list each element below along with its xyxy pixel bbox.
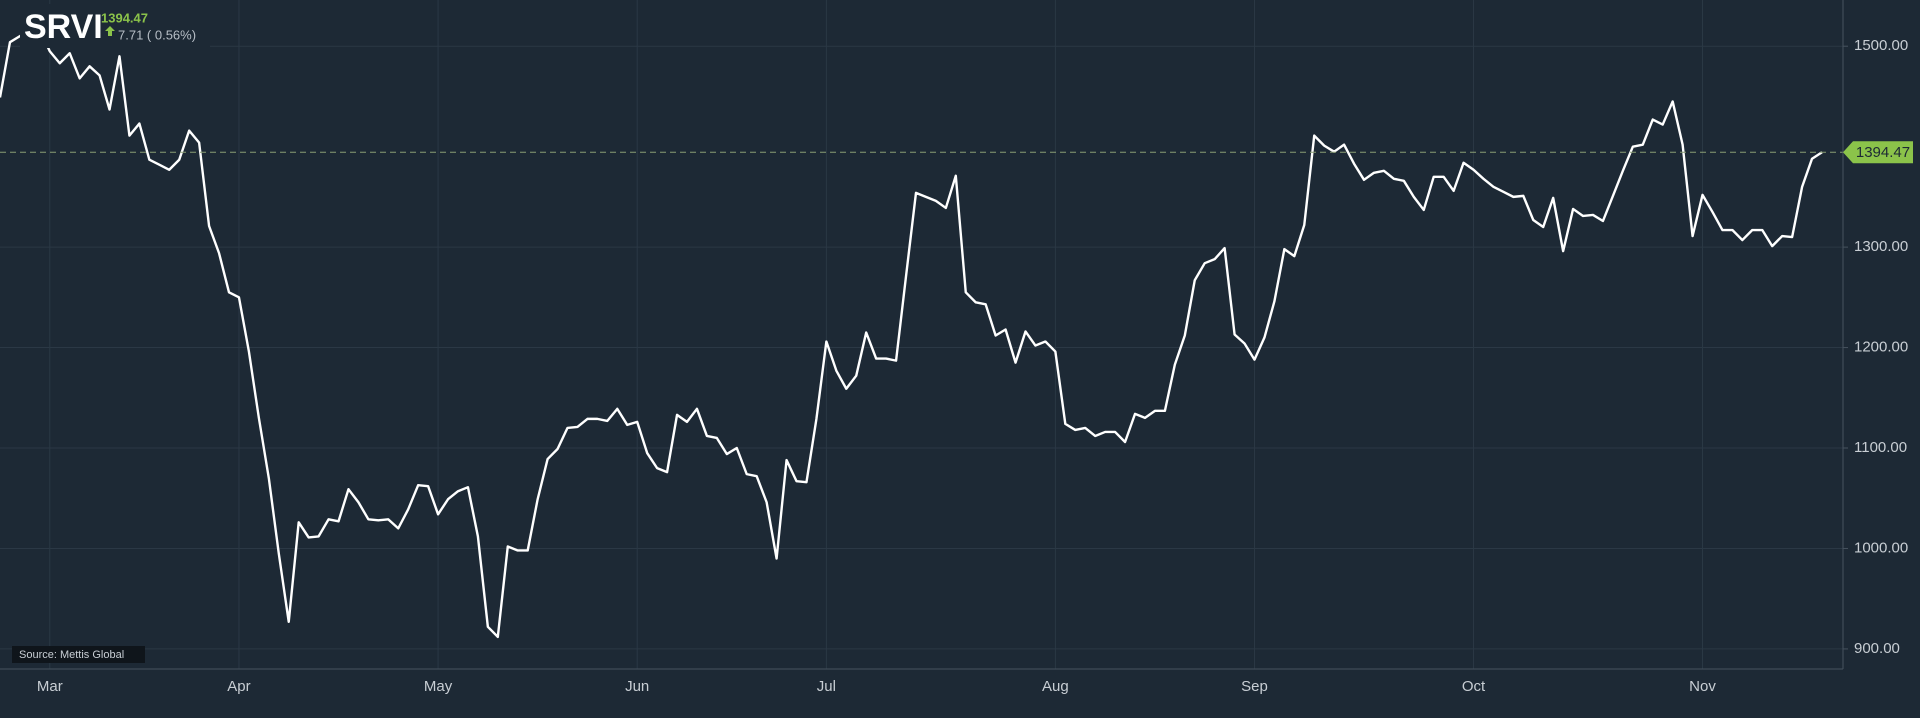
last-price-badge [1843, 141, 1913, 164]
y-tick-label: 1200.00 [1854, 339, 1908, 356]
ticker: SRVI [24, 8, 103, 46]
x-tick-label: Nov [1689, 678, 1716, 695]
grid [0, 0, 1843, 669]
change: 7.71 ( 0.56%) [118, 27, 196, 42]
source: Source: Mettis Global [19, 649, 124, 661]
y-tick-label: 900.00 [1854, 640, 1900, 657]
header: SRVI 1394.47 7.71 ( 0.56%) [20, 4, 210, 48]
y-tick-label: 1500.00 [1854, 37, 1908, 54]
y-tick-label: 1100.00 [1854, 439, 1907, 456]
y-tick-label: 1300.00 [1854, 238, 1908, 255]
up-arrow-icon [105, 26, 115, 36]
source-background [12, 646, 145, 663]
x-tick-label: Apr [227, 678, 250, 695]
x-tick-label: Jun [625, 678, 649, 695]
source-badge: Source: Mettis Global [12, 646, 145, 663]
price: 1394.47 [101, 10, 148, 25]
header-background [20, 4, 210, 48]
x-tick-label: Sep [1241, 678, 1268, 695]
price-line [0, 28, 1823, 639]
last-price-label: 1394.47 [1856, 144, 1910, 161]
axes: 900.00 1000.00 1100.00 1200.00 1300.00 1500.0… [37, 37, 1913, 695]
x-tick-label: Jul [817, 678, 836, 695]
y-tick-label: 1000.00 [1854, 539, 1908, 556]
x-tick-label: Oct [1462, 678, 1486, 695]
plot [0, 28, 1843, 639]
x-tick-label: Mar [37, 678, 63, 695]
x-tick-label: Aug [1042, 678, 1069, 695]
x-tick-label: May [424, 678, 453, 695]
